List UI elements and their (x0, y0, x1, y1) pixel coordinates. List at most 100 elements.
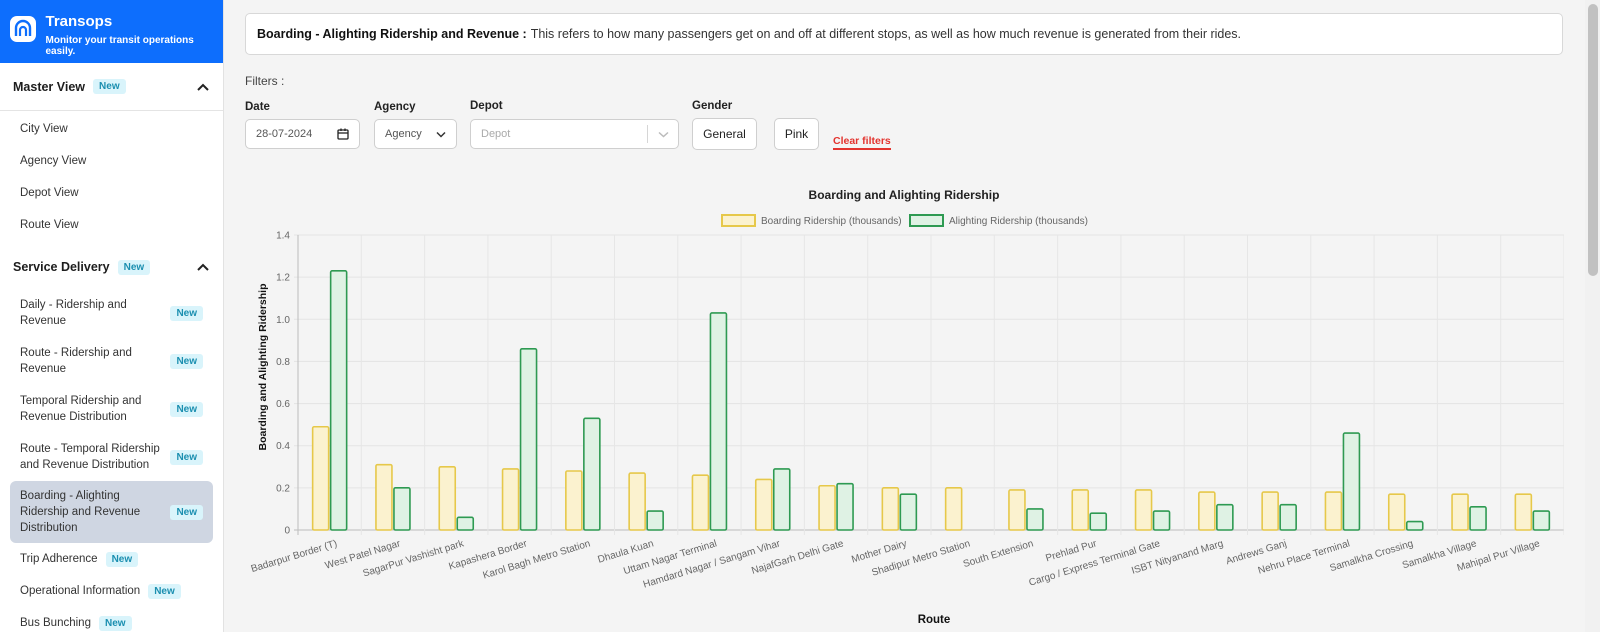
main-content: Boarding - Alighting Ridership and Reven… (224, 0, 1600, 632)
sidebar-item-route-view[interactable]: Route View (0, 209, 223, 241)
chevron-down-icon[interactable] (648, 131, 678, 138)
date-input[interactable]: 28-07-2024 (245, 119, 360, 149)
clear-filters-link[interactable]: Clear filters (833, 135, 891, 150)
new-badge: New (170, 305, 203, 321)
bar-alighting[interactable] (329, 270, 348, 531)
gender-label: Gender (692, 100, 733, 112)
section-title: Master View (13, 79, 86, 94)
sidebar-item-bus-bunching[interactable]: Bus Bunching New (0, 607, 223, 632)
bar-boarding[interactable] (944, 487, 963, 531)
sidebar-item-depot-view[interactable]: Depot View (0, 177, 223, 209)
filters-title: Filters : (245, 74, 285, 88)
bar-alighting[interactable] (1279, 503, 1297, 531)
gender-pink-button[interactable]: Pink (774, 118, 819, 150)
gender-general-button[interactable]: General (692, 118, 757, 150)
bar-boarding[interactable] (1261, 491, 1279, 531)
brand-header[interactable]: Transops Monitor your transit operations… (0, 0, 223, 63)
section-master-view[interactable]: Master View New (0, 63, 223, 111)
sidebar-item-trip-adherence[interactable]: Trip Adherence New (0, 543, 223, 575)
bar-boarding[interactable] (565, 470, 583, 531)
new-badge: New (117, 259, 151, 275)
bar-boarding[interactable] (1387, 493, 1406, 531)
bar-alighting[interactable] (772, 468, 791, 531)
y-axis-ticks: 0 0.2 0.4 0.6 0.8 1.0 1.2 1.4 (276, 231, 290, 537)
new-badge: New (148, 583, 181, 599)
bar-alighting[interactable] (1026, 508, 1044, 531)
bar-alighting[interactable] (456, 516, 475, 531)
sidebar-item-label: Trip Adherence (20, 553, 98, 565)
sidebar-item-temporal-ridership[interactable]: Temporal Ridership and Revenue Distribut… (0, 385, 223, 433)
y-tick-label: 1.4 (276, 231, 290, 242)
date-value: 28-07-2024 (256, 128, 313, 140)
bar-boarding[interactable] (881, 487, 900, 531)
calendar-icon[interactable] (337, 128, 349, 140)
sidebar-item-boarding-alighting[interactable]: Boarding - Alighting Ridership and Reven… (10, 481, 213, 543)
bar-alighting[interactable] (1532, 510, 1551, 531)
x-axis-label: Route (918, 614, 951, 626)
bar-boarding[interactable] (1008, 489, 1026, 531)
chart-title: Boarding and Alighting Ridership (809, 188, 1000, 202)
bar-boarding[interactable] (1514, 493, 1533, 531)
bar-alighting[interactable] (899, 493, 918, 531)
legend-label[interactable]: Alighting Ridership (thousands) (949, 216, 1088, 227)
sidebar-item-city-view[interactable]: City View (0, 113, 223, 145)
sidebar-item-label: Route - Ridership and Revenue (20, 347, 132, 375)
x-tick-label: Badarpur Border (T) (250, 538, 339, 575)
bar-alighting[interactable] (1089, 512, 1108, 531)
sidebar-item-daily-ridership[interactable]: Daily - Ridership and Revenue New (0, 289, 223, 337)
bar-boarding[interactable] (501, 468, 520, 531)
sidebar-item-label: City View (20, 123, 68, 135)
section-service-delivery[interactable]: Service Delivery New (0, 245, 223, 289)
legend-swatch-alighting[interactable] (909, 214, 944, 227)
sidebar-item-route-temporal[interactable]: Route - Temporal Ridership and Revenue D… (0, 433, 223, 481)
legend-label[interactable]: Boarding Ridership (thousands) (761, 216, 902, 227)
sidebar-item-operational-info[interactable]: Operational Information New (0, 575, 223, 607)
bar-alighting[interactable] (1469, 506, 1487, 531)
bar-alighting[interactable] (1216, 503, 1234, 531)
sidebar-item-label: Bus Bunching (20, 617, 91, 629)
bar-boarding[interactable] (691, 474, 710, 531)
sidebar-item-route-ridership[interactable]: Route - Ridership and Revenue New (0, 337, 223, 385)
bar-boarding[interactable] (754, 478, 773, 531)
brand-title: Transops (45, 13, 113, 30)
depot-select[interactable]: Depot (470, 119, 679, 149)
bar-alighting[interactable] (1405, 520, 1424, 531)
sidebar-item-label: Daily - Ridership and Revenue (20, 299, 127, 327)
bar-boarding[interactable] (1198, 491, 1216, 531)
bar-boarding[interactable] (818, 484, 836, 531)
bar-alighting[interactable] (709, 312, 728, 531)
y-axis-label: Boarding and Alighting Ridership (257, 283, 269, 450)
bar-alighting[interactable] (519, 347, 538, 531)
bar-boarding[interactable] (375, 463, 393, 531)
new-badge: New (170, 353, 203, 369)
bar-alighting[interactable] (393, 487, 411, 531)
bar-alighting[interactable] (1152, 510, 1171, 531)
bar-boarding[interactable] (1324, 491, 1343, 531)
sidebar-item-agency-view[interactable]: Agency View (0, 145, 223, 177)
bar-alighting[interactable] (836, 482, 854, 531)
description-title: Boarding - Alighting Ridership and Reven… (257, 27, 527, 41)
bar-boarding[interactable] (438, 465, 457, 531)
y-tick-label: 0.8 (276, 357, 290, 368)
bar-boarding[interactable] (1134, 489, 1153, 531)
agency-select[interactable]: Agency (374, 119, 457, 149)
y-tick-label: 0.6 (276, 399, 290, 410)
sidebar-item-label: Boarding - Alighting Ridership and Reven… (20, 490, 141, 534)
legend-swatch-boarding[interactable] (721, 214, 756, 227)
scrollbar-thumb[interactable] (1588, 4, 1598, 276)
bar-alighting[interactable] (1342, 432, 1361, 531)
chevron-up-icon[interactable] (196, 80, 210, 94)
chevron-up-icon[interactable] (196, 260, 210, 274)
sidebar-item-label: Operational Information (20, 585, 141, 597)
agency-label: Agency (374, 101, 416, 113)
y-tick-label: 1.2 (276, 273, 290, 284)
bar-boarding[interactable] (311, 425, 330, 531)
brand-subtitle: Monitor your transit operations easily. (45, 35, 194, 57)
bar-alighting[interactable] (646, 510, 664, 531)
bar-boarding[interactable] (628, 472, 646, 531)
section-title: Service Delivery (13, 260, 110, 274)
bar-alighting[interactable] (583, 417, 601, 531)
bar-boarding[interactable] (1451, 493, 1469, 531)
bar-boarding[interactable] (1071, 489, 1090, 531)
